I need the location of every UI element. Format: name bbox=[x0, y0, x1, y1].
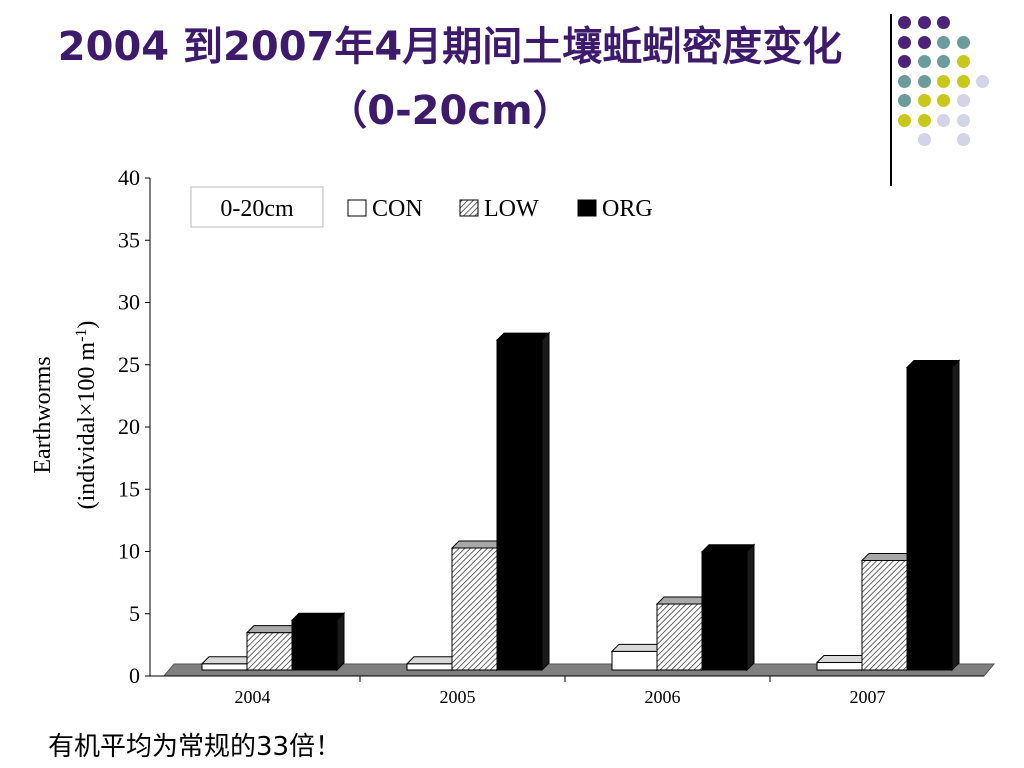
footnote-text: 有机平均为常规的33倍！ bbox=[48, 732, 342, 762]
legend-swatch-con bbox=[347, 199, 367, 217]
decorative-dot bbox=[917, 55, 931, 68]
y-axis-label-sup: -1 bbox=[73, 329, 90, 342]
y-axis-label-main: (individal×100 m bbox=[74, 342, 100, 510]
chart-axes bbox=[145, 177, 996, 682]
bar-top-low-2007 bbox=[860, 552, 916, 561]
bar-top-con-2004 bbox=[200, 656, 256, 665]
legend-label-low: LOW bbox=[484, 196, 539, 222]
bar-org-2006 bbox=[701, 551, 748, 671]
y-axis-label-close: ) bbox=[74, 321, 100, 329]
chart-labels: 0 5 10 15 20 25 30 35 40 2004 2005 2006 2007 Earthwor… bbox=[30, 165, 886, 707]
decorative-dot bbox=[956, 74, 970, 88]
box-label-text: 0-20cm bbox=[220, 196, 294, 222]
x-tick-label: 2006 bbox=[645, 687, 681, 707]
bar-side-org-2006 bbox=[746, 543, 755, 672]
bar-top-org-2007 bbox=[905, 359, 961, 368]
decorative-dot bbox=[937, 94, 950, 107]
bar-top-low-2006 bbox=[655, 596, 711, 605]
bar-org-2004 bbox=[291, 619, 338, 671]
bar-org-2007 bbox=[906, 366, 953, 671]
x-tick-label: 2007 bbox=[850, 687, 886, 707]
bar-top-con-2007 bbox=[815, 655, 871, 664]
decorative-dot bbox=[917, 16, 931, 29]
y-tick-label: 40 bbox=[118, 165, 140, 190]
bar-con-2004 bbox=[201, 663, 248, 671]
bar-top-low-2004 bbox=[245, 625, 301, 634]
x-tick-label: 2004 bbox=[235, 687, 271, 707]
decorative-dot bbox=[937, 35, 950, 49]
y-axis-label-line1: Earthworms bbox=[30, 356, 56, 473]
decorative-dot bbox=[917, 35, 931, 49]
decorative-dot bbox=[937, 74, 950, 88]
bar-low-2004 bbox=[246, 632, 293, 671]
bar-top-org-2005 bbox=[495, 332, 551, 341]
decorative-dot bbox=[937, 55, 950, 68]
y-tick-label: 15 bbox=[118, 476, 140, 501]
decorative-dot bbox=[917, 133, 931, 146]
y-tick-label: 25 bbox=[118, 352, 140, 377]
bar-con-2006 bbox=[611, 650, 658, 671]
bar-con-2007 bbox=[816, 662, 863, 671]
y-axis-label-line2: (individal×100 m-1) bbox=[73, 321, 101, 510]
y-tick-label: 0 bbox=[129, 663, 140, 688]
decorative-dot bbox=[917, 113, 931, 127]
y-tick-label: 10 bbox=[118, 539, 140, 564]
decorative-dot bbox=[898, 113, 911, 127]
decorative-dot bbox=[956, 113, 970, 127]
bar-con-2005 bbox=[406, 663, 453, 671]
bar-top-org-2006 bbox=[700, 544, 756, 553]
y-tick-label: 20 bbox=[118, 414, 140, 439]
decorative-dot bbox=[917, 74, 931, 88]
bar-side-org-2007 bbox=[951, 359, 960, 672]
decorative-dot bbox=[956, 35, 970, 49]
legend-label-org: ORG bbox=[602, 196, 653, 222]
decorative-dot bbox=[898, 16, 911, 29]
y-tick-label: 30 bbox=[118, 290, 140, 315]
legend-label-con: CON bbox=[372, 196, 423, 222]
bar-top-org-2004 bbox=[290, 612, 346, 621]
bar-top-low-2005 bbox=[450, 540, 506, 549]
bar-side-org-2005 bbox=[541, 331, 550, 672]
decorative-dot bbox=[956, 133, 970, 146]
legend-swatch-low bbox=[459, 199, 479, 217]
decorative-dot bbox=[937, 113, 950, 127]
bar-top-con-2006 bbox=[610, 643, 666, 652]
x-tick-label: 2005 bbox=[440, 687, 476, 707]
decorative-dot bbox=[898, 55, 911, 68]
decorative-dot bbox=[898, 94, 911, 107]
bar-side-org-2004 bbox=[336, 611, 345, 672]
decorative-dot bbox=[917, 94, 931, 107]
decorative-dot bbox=[898, 35, 911, 49]
slide-title-line1: 2004 到2007年4月期间土壤蚯蚓密度变化 bbox=[57, 24, 843, 70]
decorative-dot bbox=[898, 74, 911, 88]
box-label-frame bbox=[190, 186, 324, 228]
bar-low-2006 bbox=[656, 603, 703, 671]
decorative-divider-line bbox=[890, 14, 892, 186]
chart-legend: 0-20cm CON LOW ORG bbox=[190, 186, 653, 228]
decorative-dot bbox=[937, 16, 950, 29]
decorative-dot bbox=[976, 74, 989, 88]
bar-low-2007 bbox=[861, 559, 908, 671]
y-tick-label: 5 bbox=[129, 601, 140, 626]
decorative-dot bbox=[956, 94, 970, 107]
y-tick-label: 35 bbox=[118, 227, 140, 252]
decorative-dot bbox=[956, 55, 970, 68]
bar-low-2005 bbox=[451, 547, 498, 671]
slide-title-line2: （0-20cm） bbox=[327, 88, 573, 134]
bar-top-con-2005 bbox=[405, 656, 461, 665]
legend-swatch-org bbox=[577, 199, 597, 217]
bar-org-2005 bbox=[496, 339, 543, 671]
chart-bars bbox=[200, 331, 961, 672]
